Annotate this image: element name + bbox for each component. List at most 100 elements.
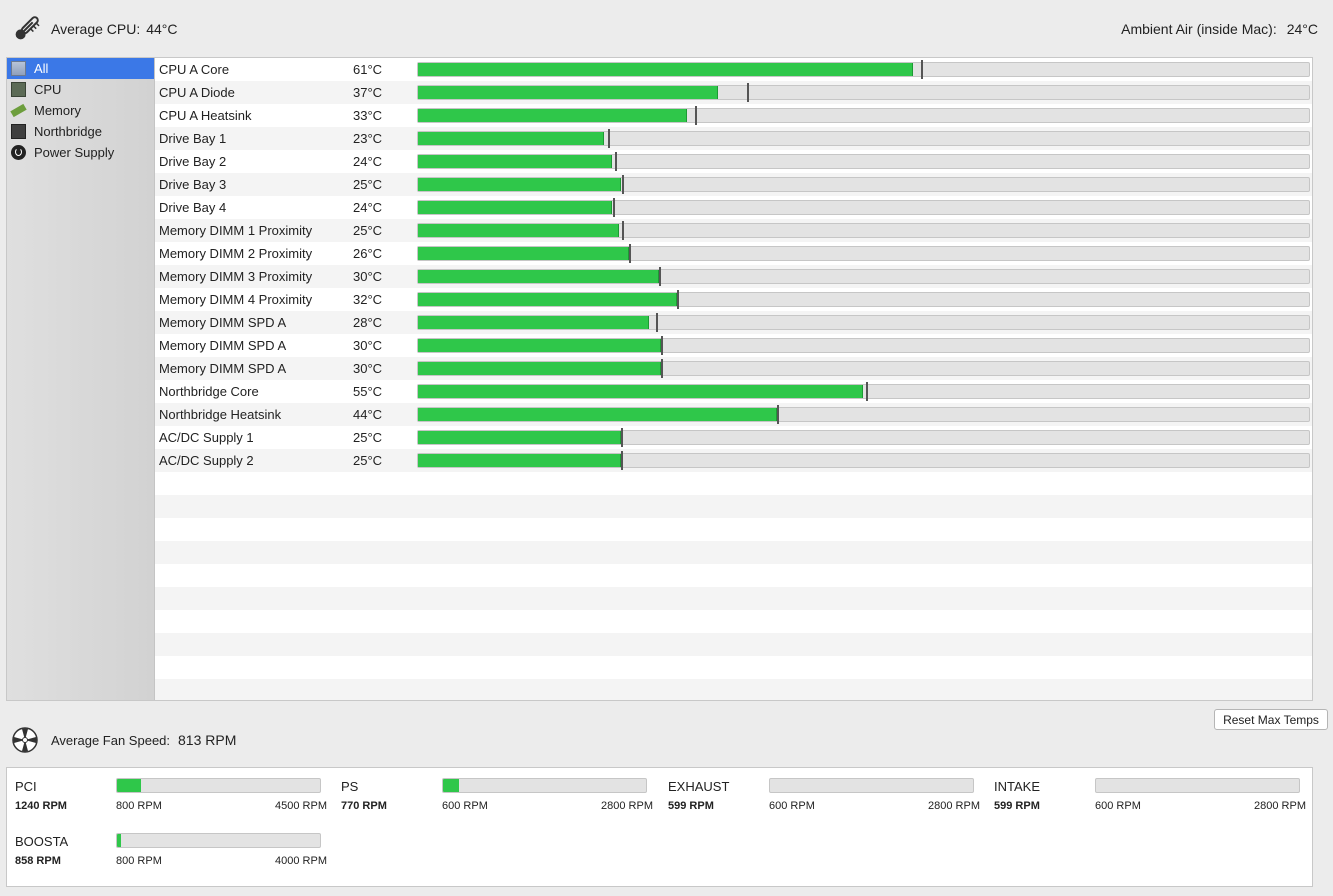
temperature-bar-fill	[418, 132, 604, 145]
sidebar-item-cpu[interactable]: CPU	[7, 79, 154, 100]
temperature-bar-track	[417, 198, 1310, 217]
sensor-temperature: 55°C	[353, 384, 383, 399]
sidebar-item-label: All	[34, 61, 49, 76]
sensor-name: Memory DIMM SPD A	[159, 338, 287, 353]
temperature-bar-fill	[418, 385, 863, 398]
sensor-temperature: 26°C	[353, 246, 383, 261]
max-temperature-marker	[621, 451, 623, 470]
fan-speed-bar-track	[1095, 778, 1300, 793]
sensor-name: Memory DIMM SPD A	[159, 361, 287, 376]
average-cpu-value: 44°C	[146, 21, 178, 37]
sidebar-item-northbridge[interactable]: Northbridge	[7, 121, 154, 142]
sensor-row[interactable]: Memory DIMM 3 Proximity 30°C	[155, 265, 1312, 288]
sidebar-item-power-supply[interactable]: Power Supply	[7, 142, 154, 163]
max-temperature-marker	[747, 83, 749, 102]
average-fan-label: Average Fan Speed:	[51, 733, 171, 748]
fan-min-rpm: 600 RPM	[1095, 800, 1141, 812]
fan-speed-bar-track	[769, 778, 974, 793]
fan-max-rpm: 2800 RPM	[1254, 800, 1306, 812]
sensor-row[interactable]: Memory DIMM 1 Proximity 25°C	[155, 219, 1312, 242]
temperature-bar-track	[417, 83, 1310, 102]
temperature-bar-fill	[418, 293, 677, 306]
sensor-row[interactable]: CPU A Heatsink 33°C	[155, 104, 1312, 127]
temperature-bar-fill	[418, 454, 621, 467]
sensor-name: CPU A Diode	[159, 85, 235, 100]
temperature-bar-fill	[418, 86, 718, 99]
empty-row	[155, 633, 1312, 656]
header: Average CPU: 44°C Ambient Air (inside Mac…	[0, 0, 1333, 58]
max-temperature-marker	[622, 221, 624, 240]
sensor-list[interactable]: CPU A Core 61°C CPU A Diode 37°C CPU A Heats…	[155, 58, 1312, 700]
sensor-row[interactable]: Drive Bay 2 24°C	[155, 150, 1312, 173]
sidebar-item-label: Northbridge	[34, 124, 102, 139]
sensor-row[interactable]: Drive Bay 1 23°C	[155, 127, 1312, 150]
fan-speed-bar-fill	[117, 779, 141, 792]
sensor-row[interactable]: Drive Bay 3 25°C	[155, 173, 1312, 196]
sensor-row[interactable]: Memory DIMM 2 Proximity 26°C	[155, 242, 1312, 265]
max-temperature-marker	[659, 267, 661, 286]
temperature-bar-fill	[418, 339, 661, 352]
fan-name: PCI	[15, 779, 37, 794]
sensor-panel: All CPU Memory Northbridge Power Supply …	[6, 57, 1313, 701]
temperature-bar-track	[417, 221, 1310, 240]
sensor-temperature: 37°C	[353, 85, 383, 100]
thermometer-icon	[15, 16, 40, 40]
temperature-bar-fill	[418, 362, 661, 375]
fan-min-rpm: 600 RPM	[442, 800, 488, 812]
sidebar-item-label: CPU	[34, 82, 62, 97]
sensor-row[interactable]: AC/DC Supply 1 25°C	[155, 426, 1312, 449]
average-cpu-readout: Average CPU: 44°C	[51, 21, 178, 37]
sensor-row[interactable]: AC/DC Supply 2 25°C	[155, 449, 1312, 472]
sensor-row[interactable]: Memory DIMM SPD A 30°C	[155, 357, 1312, 380]
fan-max-rpm: 2800 RPM	[928, 800, 980, 812]
sensor-temperature: 23°C	[353, 131, 383, 146]
fan-max-rpm: 4500 RPM	[275, 800, 327, 812]
temperature-bar-fill	[418, 247, 629, 260]
sidebar-item-memory[interactable]: Memory	[7, 100, 154, 121]
fan-intake: INTAKE 599 RPM 600 RPM 2800 RPM	[986, 768, 1306, 818]
sensor-name: Northbridge Heatsink	[159, 407, 282, 422]
fan-min-rpm: 600 RPM	[769, 800, 815, 812]
max-temperature-marker	[661, 336, 663, 355]
sidebar-item-label: Power Supply	[34, 145, 115, 160]
sensor-temperature: 30°C	[353, 361, 383, 376]
fan-pci: PCI 1240 RPM 800 RPM 4500 RPM	[7, 768, 327, 818]
empty-row	[155, 610, 1312, 633]
sensor-temperature: 25°C	[353, 223, 383, 238]
sensor-name: Memory DIMM 3 Proximity	[159, 269, 313, 284]
fan-rpm: 599 RPM	[994, 800, 1040, 812]
sensor-row[interactable]: Memory DIMM 4 Proximity 32°C	[155, 288, 1312, 311]
temperature-bar-fill	[418, 109, 687, 122]
max-temperature-marker	[613, 198, 615, 217]
sensor-row[interactable]: Drive Bay 4 24°C	[155, 196, 1312, 219]
reset-max-temps-button[interactable]: Reset Max Temps	[1214, 709, 1328, 730]
max-temperature-marker	[677, 290, 679, 309]
temperature-bar-track	[417, 428, 1310, 447]
all-sensors-icon	[11, 61, 26, 76]
temperature-bar-track	[417, 451, 1310, 470]
temperature-bar-track	[417, 336, 1310, 355]
fan-name: INTAKE	[994, 779, 1040, 794]
sensor-temperature: 24°C	[353, 200, 383, 215]
sensor-row[interactable]: Memory DIMM SPD A 28°C	[155, 311, 1312, 334]
temperature-bar-track	[417, 313, 1310, 332]
sidebar-item-all[interactable]: All	[7, 58, 154, 79]
sensor-temperature: 61°C	[353, 62, 383, 77]
temperature-bar-track	[417, 152, 1310, 171]
sensor-row[interactable]: CPU A Core 61°C	[155, 58, 1312, 81]
sensor-temperature: 44°C	[353, 407, 383, 422]
sensor-name: Drive Bay 2	[159, 154, 227, 169]
sensor-row[interactable]: Northbridge Core 55°C	[155, 380, 1312, 403]
max-temperature-marker	[621, 428, 623, 447]
northbridge-chip-icon	[11, 124, 26, 139]
sensor-row[interactable]: CPU A Diode 37°C	[155, 81, 1312, 104]
sensor-row[interactable]: Northbridge Heatsink 44°C	[155, 403, 1312, 426]
empty-row	[155, 518, 1312, 541]
sidebar-item-label: Memory	[34, 103, 81, 118]
fan-boosta: BOOSTA 858 RPM 800 RPM 4000 RPM	[7, 823, 327, 873]
empty-row	[155, 679, 1312, 700]
fan-speed-bar-track	[442, 778, 647, 793]
max-temperature-marker	[622, 175, 624, 194]
sensor-temperature: 28°C	[353, 315, 383, 330]
sensor-row[interactable]: Memory DIMM SPD A 30°C	[155, 334, 1312, 357]
